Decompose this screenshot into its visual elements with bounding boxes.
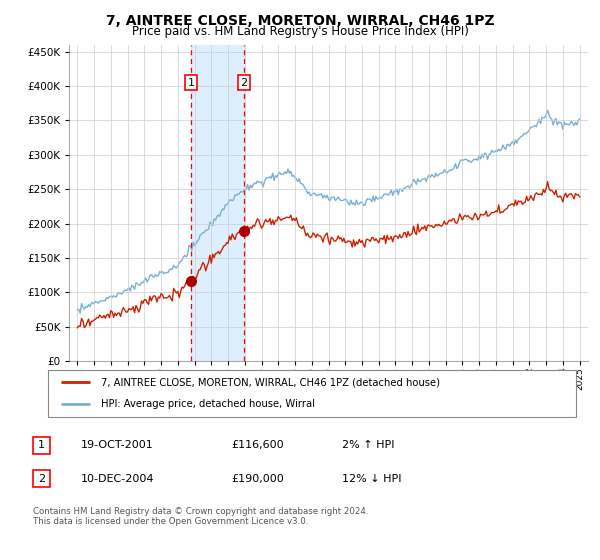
Text: 2% ↑ HPI: 2% ↑ HPI [342,440,395,450]
Text: 1: 1 [38,440,45,450]
Text: 2: 2 [241,78,248,87]
Text: 1: 1 [188,78,195,87]
Text: 7, AINTREE CLOSE, MORETON, WIRRAL, CH46 1PZ: 7, AINTREE CLOSE, MORETON, WIRRAL, CH46 … [106,14,494,28]
Text: £116,600: £116,600 [231,440,284,450]
Text: 7, AINTREE CLOSE, MORETON, WIRRAL, CH46 1PZ (detached house): 7, AINTREE CLOSE, MORETON, WIRRAL, CH46 … [101,377,440,388]
Text: Price paid vs. HM Land Registry's House Price Index (HPI): Price paid vs. HM Land Registry's House … [131,25,469,38]
Text: HPI: Average price, detached house, Wirral: HPI: Average price, detached house, Wirr… [101,399,315,409]
Bar [191,45,244,361]
Text: 19-OCT-2001: 19-OCT-2001 [81,440,154,450]
Text: Contains HM Land Registry data © Crown copyright and database right 2024.
This d: Contains HM Land Registry data © Crown c… [33,507,368,526]
Text: £190,000: £190,000 [231,474,284,484]
Text: 10-DEC-2004: 10-DEC-2004 [81,474,155,484]
FancyBboxPatch shape [48,370,576,417]
Text: 2: 2 [38,474,45,484]
Text: 12% ↓ HPI: 12% ↓ HPI [342,474,401,484]
